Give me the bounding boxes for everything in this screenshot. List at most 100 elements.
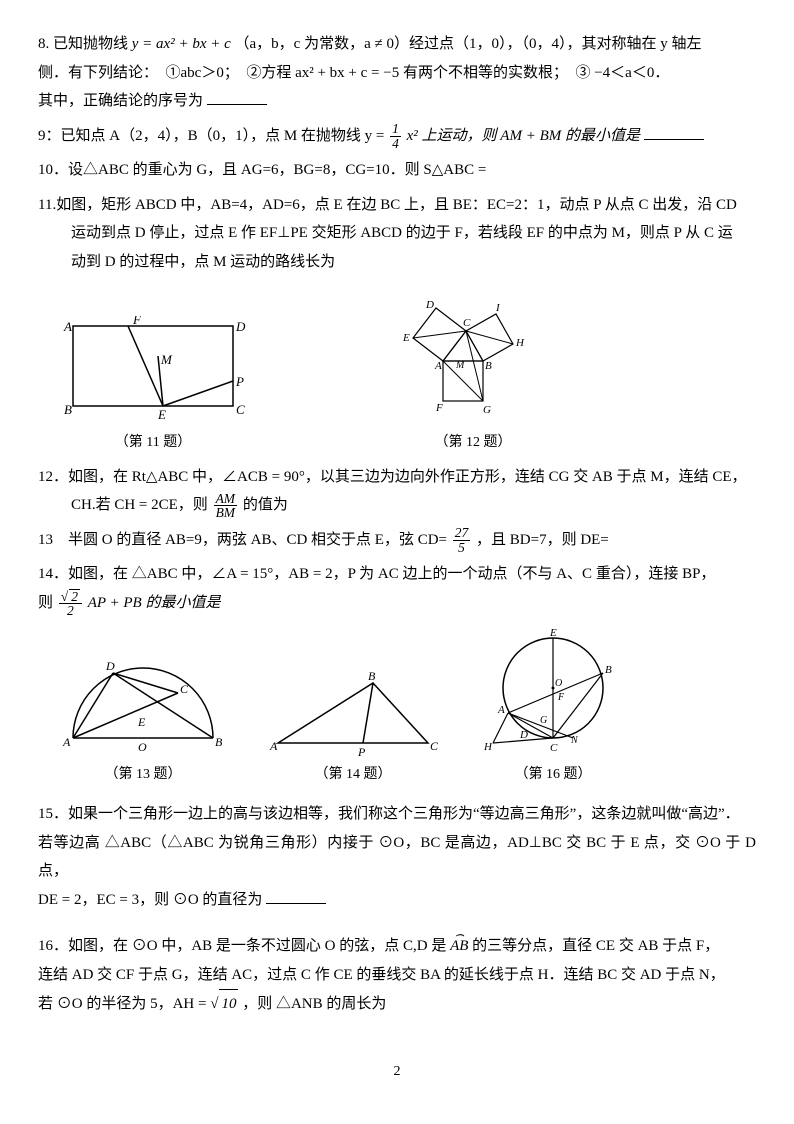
- svg-text:B: B: [368, 669, 376, 683]
- fig-row-1: A F D B E C P M （第 11 题） A B: [58, 286, 756, 457]
- fig-13: A B C D E O （第 13 题）: [58, 658, 228, 789]
- svg-text:A: A: [434, 360, 442, 372]
- svg-text:H: H: [515, 337, 525, 349]
- svg-text:C: C: [236, 402, 245, 417]
- p12-l2b: 的值为: [243, 497, 288, 513]
- svg-text:B: B: [485, 360, 492, 372]
- p8-eq1: y = ax² + bx + c: [132, 36, 231, 52]
- svg-text:C: C: [430, 739, 438, 753]
- fig11-svg: A F D B E C P M: [58, 316, 248, 426]
- p8-blank: [207, 89, 267, 105]
- svg-text:M: M: [455, 360, 465, 371]
- p13-a: 13 半圆 O 的直径 AB=9，两弦 AB、CD 相交于点 E，弦 CD=: [38, 532, 447, 548]
- svg-text:N: N: [570, 735, 579, 746]
- svg-text:F: F: [132, 316, 142, 327]
- p11-l3: 动到 D 的过程中，点 M 运动的路线长为: [38, 254, 335, 270]
- p15-l1: 15．如果一个三角形一边上的高与该边相等，我们称这个三角形为“等边高三角形”，这…: [38, 806, 740, 822]
- svg-text:D: D: [105, 659, 115, 673]
- p16-l1b: 的三等分点，直径 CE 交 AB 于点 F，: [472, 938, 719, 954]
- p15-l2: 若等边高 △ABC（△ABC 为锐角三角形）内接于 ⊙O，BC 是高边，AD⊥B…: [38, 835, 756, 880]
- svg-text:A: A: [63, 319, 72, 334]
- svg-text:A: A: [497, 704, 505, 716]
- svg-text:D: D: [425, 299, 434, 311]
- fig-14: A B C P （第 14 题）: [268, 668, 438, 789]
- p9-b: x² 上运动，则 AM + BM 的最小值是: [407, 128, 640, 144]
- svg-text:I: I: [495, 302, 501, 314]
- fig13-svg: A B C D E O: [58, 658, 228, 758]
- cap12: （第 12 题）: [435, 430, 512, 457]
- p14-frac: √2 2: [59, 589, 82, 618]
- cap16: （第 16 题）: [515, 762, 592, 789]
- p12-l2a: CH.若 CH = 2CE，则: [38, 497, 208, 513]
- p16-arc: AB: [450, 932, 468, 961]
- fig-row-2: A B C D E O （第 13 题） A B C P （第 14 题）: [58, 628, 756, 789]
- svg-text:P: P: [357, 745, 366, 758]
- svg-text:O: O: [555, 678, 562, 689]
- p15-blank: [266, 888, 326, 904]
- cap14: （第 14 题）: [315, 762, 392, 789]
- svg-text:B: B: [64, 402, 72, 417]
- p12-frac: AM BM: [214, 492, 238, 520]
- p8-l1b: （a，b，c 为常数，a ≠ 0）经过点（1，0），（0，4），其对称轴在 y …: [235, 36, 702, 52]
- problem-10: 10．设△ABC 的重心为 G，且 AG=6，BG=8，CG=10．则 S△AB…: [38, 156, 756, 185]
- p16-sqrt: 10: [219, 989, 238, 1019]
- problem-8: 8. 已知抛物线 y = ax² + bx + c （a，b，c 为常数，a ≠…: [38, 30, 756, 116]
- svg-text:D: D: [519, 729, 528, 741]
- p11-l2: 运动到点 D 停止，过点 E 作 EF⊥PE 交矩形 ABCD 的边于 F，若线…: [38, 225, 733, 241]
- svg-text:A: A: [62, 735, 71, 749]
- p8-l3: 其中，正确结论的序号为: [38, 93, 203, 109]
- svg-text:E: E: [157, 407, 166, 422]
- p16-l3b: ，则 △ANB 的周长为: [242, 996, 386, 1012]
- p14-l1: 14．如图，在 △ABC 中，∠A = 15°，AB = 2，P 为 AC 边上…: [38, 566, 715, 582]
- svg-text:E: E: [549, 628, 557, 639]
- p14-l2a: 则: [38, 595, 57, 611]
- svg-text:B: B: [215, 735, 223, 749]
- problem-9: 9：已知点 A（2，4），B（0，1），点 M 在抛物线 y = 1 4 x² …: [38, 122, 756, 151]
- p14-l2b: AP + PB 的最小值是: [88, 595, 221, 611]
- cap11: （第 11 题）: [115, 430, 191, 457]
- page-number: 2: [38, 1059, 756, 1086]
- p13-frac: 27 5: [453, 526, 471, 554]
- svg-text:M: M: [160, 352, 173, 367]
- problem-13: 13 半圆 O 的直径 AB=9，两弦 AB、CD 相交于点 E，弦 CD= 2…: [38, 526, 756, 555]
- svg-text:H: H: [483, 741, 493, 753]
- fig12-svg: A B C D E F G H I M: [388, 286, 558, 426]
- problem-16: 16．如图，在 ⊙O 中，AB 是一条不过圆心 O 的弦，点 C,D 是 AB …: [38, 932, 756, 1019]
- p11-l1: 11.如图，矩形 ABCD 中，AB=4，AD=6，点 E 在边 BC 上，且 …: [38, 197, 737, 213]
- p8-l1a: 8. 已知抛物线: [38, 36, 132, 52]
- svg-text:A: A: [269, 739, 278, 753]
- svg-text:C: C: [180, 682, 189, 696]
- p10-t: 10．设△ABC 的重心为 G，且 AG=6，BG=8，CG=10．则 S△AB…: [38, 162, 486, 178]
- svg-text:E: E: [137, 715, 146, 729]
- svg-text:C: C: [463, 317, 471, 329]
- svg-text:G: G: [483, 404, 491, 416]
- svg-text:E: E: [402, 332, 410, 344]
- svg-text:F: F: [435, 402, 443, 414]
- svg-text:F: F: [557, 692, 565, 703]
- svg-text:C: C: [550, 742, 558, 754]
- p16-l2: 连结 AD 交 CF 于点 G，连结 AC，过点 C 作 CE 的垂线交 BA …: [38, 967, 725, 983]
- fig16-svg: A B C D E F G H N O: [478, 628, 628, 758]
- problem-11: 11.如图，矩形 ABCD 中，AB=4，AD=6，点 E 在边 BC 上，且 …: [38, 191, 756, 277]
- p12-l1: 12．如图，在 Rt△ABC 中，∠ACB = 90°，以其三边为边向外作正方形…: [38, 469, 747, 485]
- p16-l1a: 16．如图，在 ⊙O 中，AB 是一条不过圆心 O 的弦，点 C,D 是: [38, 938, 450, 954]
- fig-16: A B C D E F G H N O （第 16 题）: [478, 628, 628, 789]
- svg-text:D: D: [235, 319, 246, 334]
- fig14-svg: A B C P: [268, 668, 438, 758]
- p9-a: 9：已知点 A（2，4），B（0，1），点 M 在抛物线 y =: [38, 128, 388, 144]
- problem-12: 12．如图，在 Rt△ABC 中，∠ACB = 90°，以其三边为边向外作正方形…: [38, 463, 756, 520]
- p16-l3a: 若 ⊙O 的半径为 5，AH =: [38, 996, 210, 1012]
- fig-11: A F D B E C P M （第 11 题）: [58, 316, 248, 457]
- p15-l3: DE = 2，EC = 3，则 ⊙O 的直径为: [38, 892, 262, 908]
- svg-text:B: B: [605, 664, 612, 676]
- p13-b: ，且 BD=7，则 DE=: [476, 532, 609, 548]
- svg-text:P: P: [235, 374, 244, 389]
- fig-12: A B C D E F G H I M （第 12 题）: [388, 286, 558, 457]
- cap13: （第 13 题）: [105, 762, 182, 789]
- problem-14: 14．如图，在 △ABC 中，∠A = 15°，AB = 2，P 为 AC 边上…: [38, 560, 756, 618]
- p8-l2: 侧．有下列结论： ①abc＞0； ②方程 ax² + bx + c = −5 有…: [38, 65, 669, 81]
- p9-frac: 1 4: [390, 122, 401, 150]
- svg-text:G: G: [540, 715, 547, 726]
- svg-text:O: O: [138, 740, 147, 754]
- problem-15: 15．如果一个三角形一边上的高与该边相等，我们称这个三角形为“等边高三角形”，这…: [38, 800, 756, 914]
